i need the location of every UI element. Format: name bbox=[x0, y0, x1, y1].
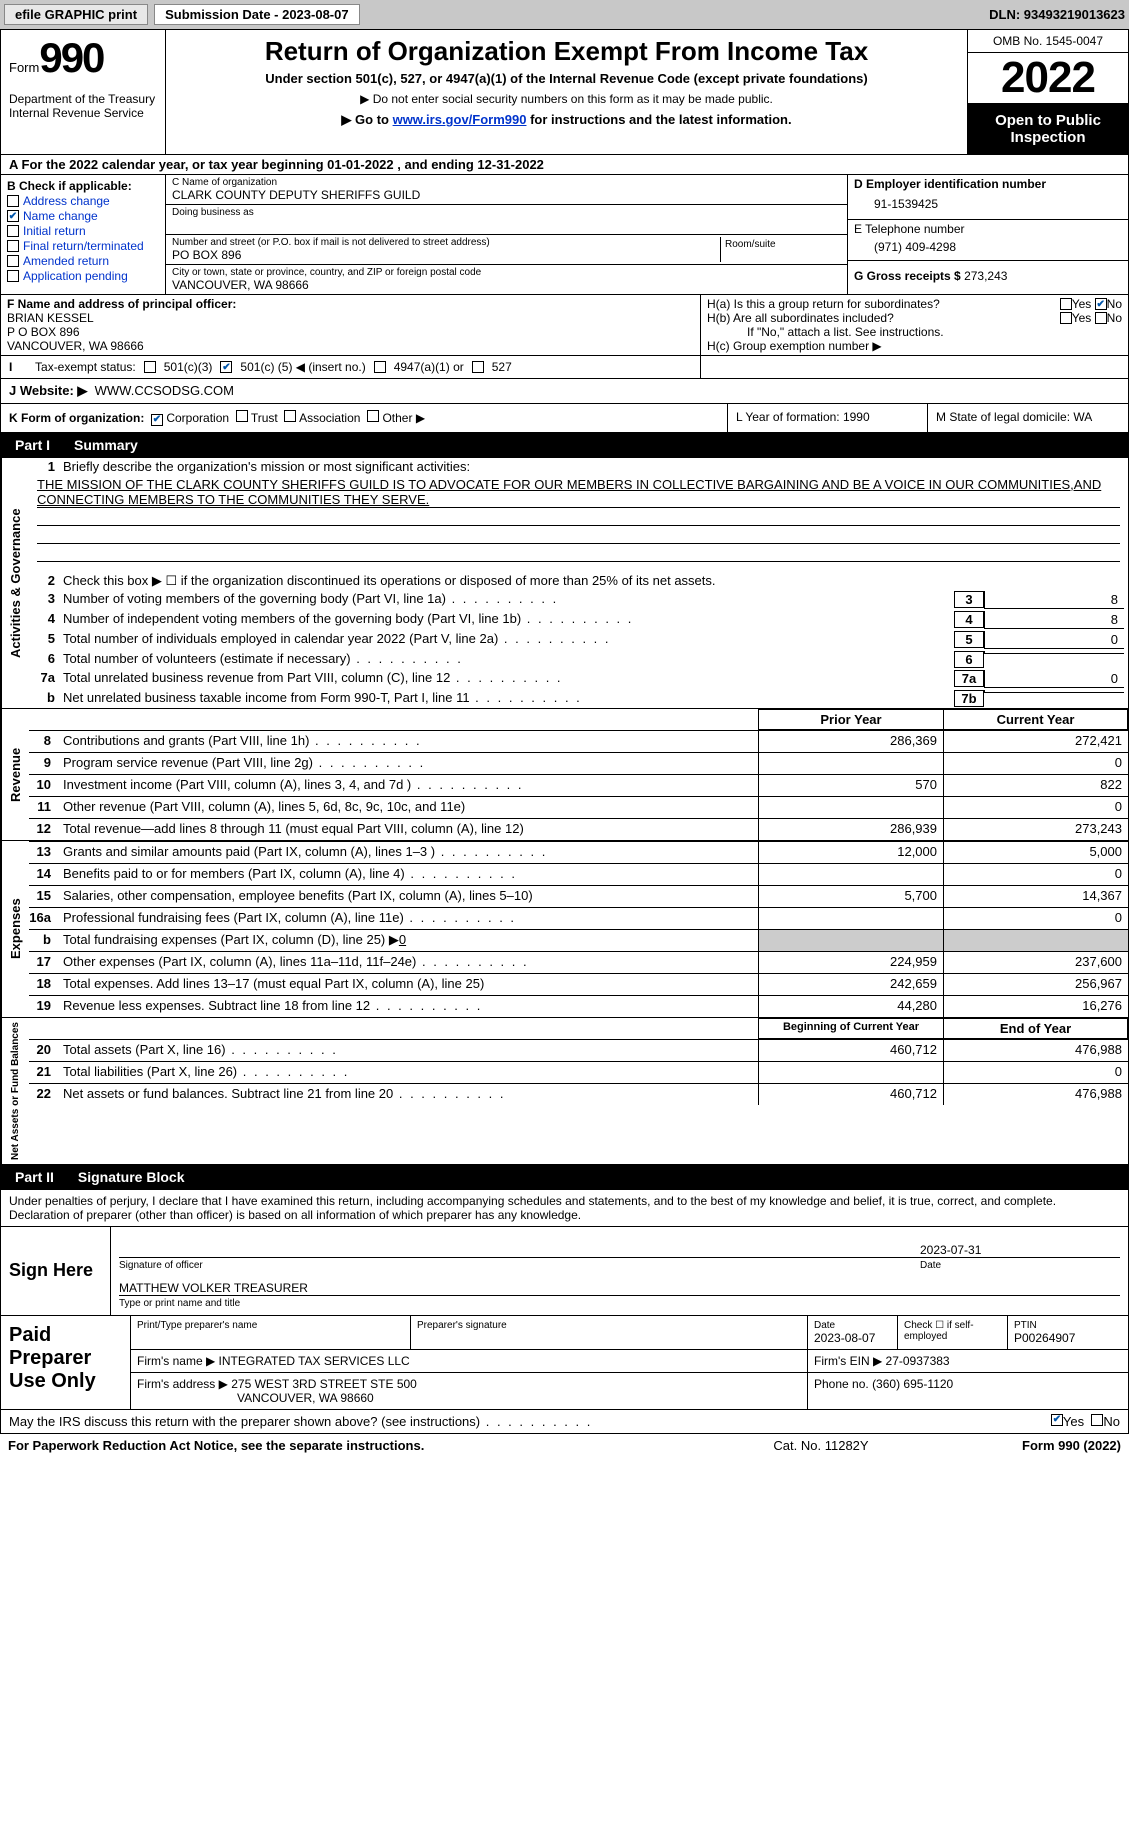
sig-date: 2023-07-31 bbox=[920, 1243, 1120, 1257]
org-name: CLARK COUNTY DEPUTY SHERIFFS GUILD bbox=[172, 188, 841, 202]
header-subtitle-1: Under section 501(c), 527, or 4947(a)(1)… bbox=[174, 71, 959, 86]
discuss-yes[interactable]: ✔ bbox=[1051, 1414, 1063, 1426]
row-j-website: J Website: ▶ WWW.CCSODSG.COM bbox=[0, 379, 1129, 404]
ein-value: 91-1539425 bbox=[854, 191, 1122, 217]
val-7b bbox=[984, 690, 1124, 693]
mission-text: THE MISSION OF THE CLARK COUNTY SHERIFFS… bbox=[37, 477, 1120, 508]
cb-501c[interactable]: ✔ bbox=[220, 361, 232, 373]
row-f-h: F Name and address of principal officer:… bbox=[0, 295, 1129, 356]
checkbox-application[interactable] bbox=[7, 270, 19, 282]
header-subtitle-2: ▶ Do not enter social security numbers o… bbox=[174, 92, 959, 106]
form-word: Form bbox=[9, 60, 39, 75]
page-footer: For Paperwork Reduction Act Notice, see … bbox=[0, 1434, 1129, 1457]
checkbox-amended[interactable] bbox=[7, 255, 19, 267]
vlabel-revenue: Revenue bbox=[1, 709, 29, 840]
department-label: Department of the Treasury Internal Reve… bbox=[9, 92, 157, 120]
gross-receipts: 273,243 bbox=[964, 269, 1007, 283]
row-a-calendar-year: A For the 2022 calendar year, or tax yea… bbox=[0, 155, 1129, 175]
efile-print-button[interactable]: efile GRAPHIC print bbox=[4, 4, 148, 25]
discuss-row: May the IRS discuss this return with the… bbox=[0, 1410, 1129, 1434]
rev-c8: 272,421 bbox=[943, 731, 1128, 752]
hb-yes[interactable] bbox=[1060, 312, 1072, 324]
form-title: Return of Organization Exempt From Incom… bbox=[174, 36, 959, 67]
submission-date: Submission Date - 2023-08-07 bbox=[154, 4, 360, 25]
signature-block: Under penalties of perjury, I declare th… bbox=[0, 1190, 1129, 1410]
cb-assoc[interactable] bbox=[284, 410, 296, 422]
header-subtitle-3: ▶ Go to www.irs.gov/Form990 for instruct… bbox=[174, 112, 959, 128]
part-1-header: Part I Summary bbox=[0, 433, 1129, 458]
part-2-header: Part II Signature Block bbox=[0, 1165, 1129, 1190]
dln-number: DLN: 93493219013623 bbox=[989, 7, 1125, 22]
cb-4947[interactable] bbox=[374, 361, 386, 373]
cb-corp[interactable]: ✔ bbox=[151, 414, 163, 426]
column-b-checkboxes: B Check if applicable: Address change ✔N… bbox=[1, 175, 166, 294]
val-4: 8 bbox=[984, 611, 1124, 629]
omb-number: OMB No. 1545-0047 bbox=[968, 30, 1128, 53]
rev-p8: 286,369 bbox=[758, 731, 943, 752]
checkbox-name[interactable]: ✔ bbox=[7, 210, 19, 222]
officer-name: MATTHEW VOLKER TREASURER bbox=[119, 1281, 1120, 1295]
hb-no[interactable] bbox=[1095, 312, 1107, 324]
val-3: 8 bbox=[984, 591, 1124, 609]
cb-527[interactable] bbox=[472, 361, 484, 373]
column-d-ein: D Employer identification number 91-1539… bbox=[848, 175, 1128, 294]
firm-name: INTEGRATED TAX SERVICES LLC bbox=[219, 1354, 410, 1368]
website-value: WWW.CCSODSG.COM bbox=[95, 383, 234, 398]
checkbox-address[interactable] bbox=[7, 195, 19, 207]
row-i-tax-status: I Tax-exempt status: 501(c)(3) ✔501(c) (… bbox=[0, 356, 1129, 379]
cb-trust[interactable] bbox=[236, 410, 248, 422]
ha-no[interactable]: ✔ bbox=[1095, 298, 1107, 310]
vlabel-expenses: Expenses bbox=[1, 841, 29, 1017]
cb-other[interactable] bbox=[367, 410, 379, 422]
form-number: 990 bbox=[39, 34, 103, 82]
tax-year: 2022 bbox=[968, 53, 1128, 104]
row-k-form-org: K Form of organization: ✔ Corporation Tr… bbox=[0, 404, 1129, 433]
vlabel-activities: Activities & Governance bbox=[1, 458, 29, 708]
checkbox-initial[interactable] bbox=[7, 225, 19, 237]
ha-yes[interactable] bbox=[1060, 298, 1072, 310]
open-to-public: Open to Public Inspection bbox=[968, 104, 1128, 154]
paid-preparer: Paid Preparer Use Only Print/Type prepar… bbox=[1, 1315, 1128, 1409]
val-5: 0 bbox=[984, 631, 1124, 649]
phone-value: (971) 409-4298 bbox=[854, 236, 1122, 258]
discuss-no[interactable] bbox=[1091, 1414, 1103, 1426]
efile-topbar: efile GRAPHIC print Submission Date - 20… bbox=[0, 0, 1129, 30]
form-header: Form 990 Department of the Treasury Inte… bbox=[0, 30, 1129, 155]
val-7a: 0 bbox=[984, 670, 1124, 688]
checkbox-final[interactable] bbox=[7, 240, 19, 252]
org-street: PO BOX 896 bbox=[172, 248, 720, 262]
val-6 bbox=[984, 651, 1124, 654]
cb-501c3[interactable] bbox=[144, 361, 156, 373]
vlabel-netassets: Net Assets or Fund Balances bbox=[1, 1018, 29, 1164]
org-city: VANCOUVER, WA 98666 bbox=[172, 278, 841, 292]
column-c-org-info: C Name of organization CLARK COUNTY DEPU… bbox=[166, 175, 848, 294]
irs-link[interactable]: www.irs.gov/Form990 bbox=[393, 112, 527, 127]
